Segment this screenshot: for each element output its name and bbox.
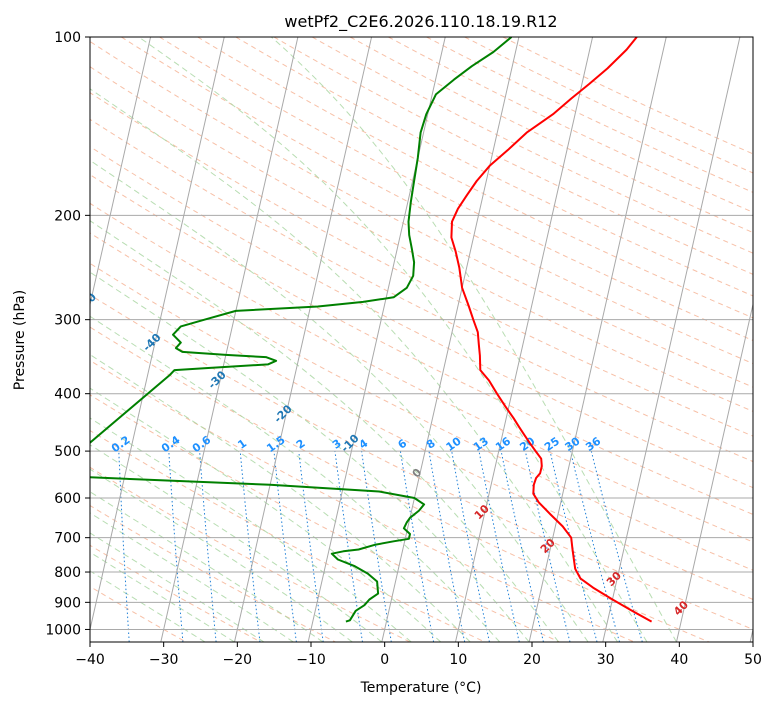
mixing-ratio-line [428,451,466,642]
y-tick-label: 600 [54,491,81,507]
y-tick-label: 400 [54,387,81,403]
moist-adiabat-line [270,37,677,642]
dry-adiabat-line [90,466,411,642]
sounding-series [90,37,653,623]
x-tick-label: −20 [223,652,253,668]
dry-adiabat-line [90,326,710,642]
mixing-ratio-line [549,450,598,642]
x-tick-label: 20 [523,652,541,668]
isotherm-line [160,37,299,642]
x-tick-label: 40 [670,652,688,668]
x-tick-label: −40 [75,652,105,668]
x-tick-label: −30 [149,652,179,668]
x-tick-label: 50 [744,652,762,668]
isotherm-line [234,37,373,642]
moist-adiabat-line [90,491,324,642]
mixing-ratio-line [451,451,490,642]
mixing-ratio-line [273,451,297,642]
isotherm-line [307,37,446,642]
dry-adiabat-line [90,294,753,630]
plot-background [90,37,753,642]
dry-adiabat-line [90,202,753,543]
moist-adiabat-line [90,532,265,642]
y-tick-label: 700 [54,531,81,547]
isotherm-line [602,37,741,642]
y-tick-label: 900 [54,595,81,611]
plot-frame [89,36,754,643]
dry-adiabat-line [121,37,753,365]
moist-adiabat-line [90,315,501,642]
mixing-ratio-line [334,451,363,642]
isotherm-line [381,37,520,642]
x-tick-label: −10 [296,652,326,668]
x-axis-label: Temperature (°C) [360,680,482,696]
chart-title: wetPf2_C2E6.2026.110.18.19.R12 [284,12,557,32]
moist-adiabat-line [90,551,235,642]
moist-adiabat-line [138,37,648,642]
dewpoint-profile-line [90,37,513,623]
mixing-ratio-line [524,451,571,642]
moist-adiabat-line [90,159,589,642]
y-tick-label: 300 [54,313,81,329]
isotherm-line [455,37,594,642]
x-tick-label: 30 [597,652,615,668]
isotherm-line [676,302,753,642]
mixing-ratio-line [478,451,520,642]
isotherm-line [90,37,225,632]
mixing-ratio-line [361,451,392,642]
background-lines [90,37,753,642]
y-axis-label: Pressure (hPa) [12,290,28,390]
y-tick-label: 100 [54,30,81,46]
y-tick-label: 800 [54,565,81,581]
mixing-ratio-line [298,451,324,642]
mixing-ratio-line [239,451,261,642]
mixing-ratio-line [168,451,184,642]
moist-adiabat-line [90,220,559,642]
dry-adiabat-line [90,40,753,388]
temperature-profile-line [450,37,653,623]
dry-adiabat-line [159,37,753,342]
y-tick-label: 1000 [45,622,81,638]
mixing-ratio-line [199,451,217,642]
dry-adiabat-line [90,66,753,412]
axes: −40 −30 −20 −10 0 10 20 30 40 50 100 200 300 400 500 60… [45,30,762,668]
dry-adiabat-line [502,37,753,155]
dry-adiabat-line [349,37,753,234]
dry-adiabat-line [90,118,753,463]
dry-adiabat-line [235,37,753,297]
moist-adiabat-line [90,512,294,642]
y-tick-label: 200 [54,208,81,224]
dry-adiabat-line [90,92,753,437]
dry-adiabat-line [90,262,753,600]
x-tick-label: 10 [449,652,467,668]
x-tick-label: 0 [380,652,389,668]
mixing-ratio-line [570,450,620,642]
dry-adiabat-line [426,37,753,193]
moist-adiabat-line [90,271,530,642]
dry-adiabat-line [90,359,635,642]
mixing-ratio-line [500,450,544,642]
isotherm-line [90,37,152,307]
isotherm-label: -50 [76,290,99,313]
dry-adiabat-line [90,394,560,642]
y-tick-label: 500 [54,444,81,460]
isotherm-line [528,37,667,642]
